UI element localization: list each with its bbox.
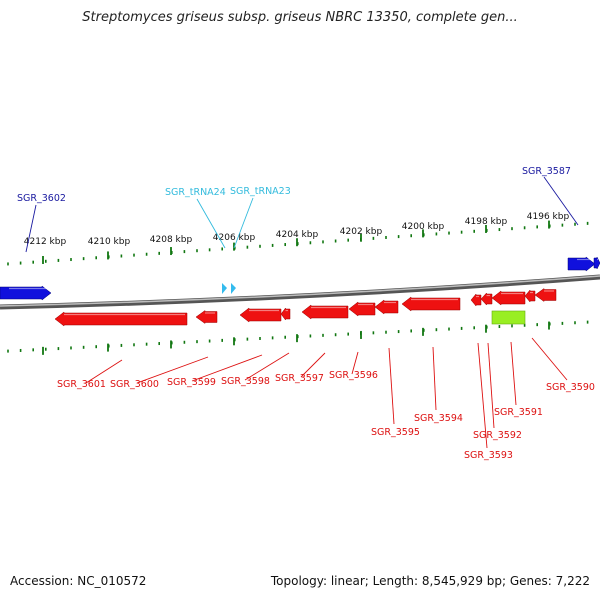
gene-sgr-3598 [280,307,291,321]
gene-forward-edge [593,256,600,270]
gene-sgr-3590a [524,289,536,303]
sgr-trna24-label: SGR_tRNA24 [165,187,226,198]
sgr-trna23-leader [233,197,254,249]
trna-24-marker [222,283,227,294]
backbone-highlight [0,275,600,307]
reverse-gene-7-leader [432,346,437,411]
accession-text: Accession: NC_010572 [10,574,147,588]
reverse-gene-2-label: SGR_3599 [167,377,216,388]
gene-sgr-3597 [301,304,349,320]
sgr-trna23-label: SGR_tRNA23 [230,186,291,197]
trna-23-marker [231,283,236,294]
scale-label: 4200 kbp [402,222,445,232]
gene-sgr-3601 [54,311,188,327]
gene-sgr-3600 [195,310,218,324]
gene-sgr-3591 [491,290,526,306]
scale-labels: 4212 kbp 4210 kbp 4208 kbp 4206 kbp 4204 kbp… [24,212,570,247]
reverse-gene-1-label: SGR_3600 [110,379,159,390]
bottom-scale-ticks [7,320,589,355]
scale-label: 4204 kbp [276,230,319,240]
gene-features [0,256,600,327]
genome-backbone [0,274,600,310]
scale-label: 4198 kbp [465,217,508,227]
gene-labels: SGR_3602 SGR_tRNA24 SGR_tRNA23 SGR_3587 SGR_… [17,166,595,461]
reverse-gene-2-leader [191,354,263,382]
scale-label: 4196 kbp [527,212,570,222]
reverse-gene-7-label: SGR_3594 [414,413,463,424]
reverse-gene-6-label: SGR_3595 [371,427,420,438]
gene-sgr-3592 [480,292,493,306]
reverse-gene-3-leader [244,352,290,381]
sgr-trna24-leader [196,198,226,249]
reverse-gene-0-label: SGR_3601 [57,379,106,390]
reverse-gene-4-label: SGR_3597 [275,373,324,384]
scale-label: 4212 kbp [24,237,67,247]
reverse-gene-8-leader [477,342,488,449]
misc-feature [491,310,526,325]
reverse-gene-4-leader [300,352,326,378]
reverse-gene-5-leader [351,351,359,375]
gene-sgr-3599 [239,307,282,323]
reverse-gene-9-label: SGR_3592 [473,430,522,441]
gene-sgr-3594 [401,296,461,312]
sgr-3602-label: SGR_3602 [17,193,66,204]
reverse-gene-6-leader [388,347,395,425]
map-title: Streptomyces griseus subsp. griseus NBRC… [82,10,518,25]
gene-sgr-3590 [534,288,557,302]
reverse-gene-11-label: SGR_3590 [546,382,595,393]
gene-sgr-3602 [0,285,52,301]
scale-label: 4208 kbp [150,235,193,245]
reverse-gene-8-label: SGR_3593 [464,450,513,461]
scale-label: 4206 kbp [213,233,256,243]
backbone-line [0,274,600,310]
scale-label: 4202 kbp [340,227,383,237]
topology-text: Topology: linear; Length: 8,545,929 bp; … [270,574,590,588]
reverse-gene-0-leader [85,359,123,384]
reverse-gene-9-leader [487,342,495,429]
reverse-gene-5-label: SGR_3596 [329,370,378,381]
sgr-3602-leader [25,204,37,253]
gene-sgr-3593 [470,293,482,307]
reverse-gene-1-leader [136,356,209,384]
scale-label: 4210 kbp [88,237,131,247]
sgr-3587-label: SGR_3587 [522,166,571,177]
reverse-gene-10-label: SGR_3591 [494,407,543,418]
top-scale-ticks [7,220,589,266]
gene-sgr-3595 [374,299,399,315]
gene-sgr-3596 [348,301,376,317]
reverse-gene-3-label: SGR_3598 [221,376,270,387]
reverse-gene-10-leader [510,341,517,406]
gene-sgr-3587 [567,256,596,272]
sgr-3587-leader [543,176,579,226]
reverse-gene-11-leader [531,337,568,381]
